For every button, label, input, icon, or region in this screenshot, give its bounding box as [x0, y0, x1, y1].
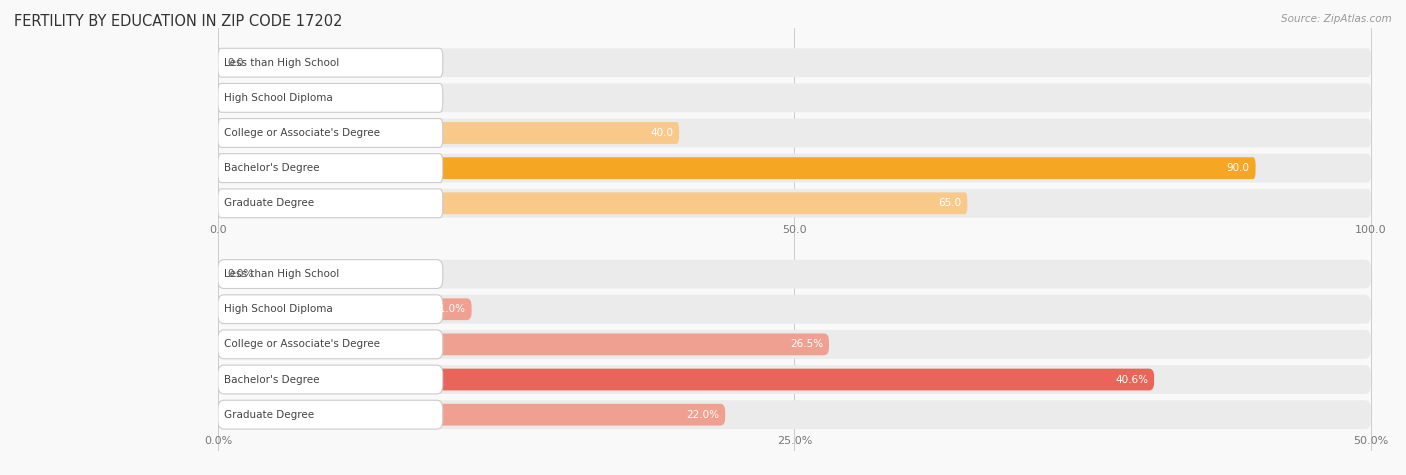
- Text: 26.5%: 26.5%: [790, 339, 824, 350]
- FancyBboxPatch shape: [218, 404, 725, 426]
- FancyBboxPatch shape: [218, 260, 443, 288]
- Text: 0.0: 0.0: [228, 57, 243, 68]
- Text: FERTILITY BY EDUCATION IN ZIP CODE 17202: FERTILITY BY EDUCATION IN ZIP CODE 17202: [14, 14, 343, 29]
- FancyBboxPatch shape: [218, 84, 443, 112]
- FancyBboxPatch shape: [218, 87, 437, 109]
- FancyBboxPatch shape: [218, 48, 443, 77]
- Text: College or Associate's Degree: College or Associate's Degree: [224, 339, 380, 350]
- Text: 65.0: 65.0: [938, 198, 962, 209]
- FancyBboxPatch shape: [218, 192, 967, 214]
- FancyBboxPatch shape: [218, 369, 1154, 390]
- FancyBboxPatch shape: [218, 365, 443, 394]
- Text: Bachelor's Degree: Bachelor's Degree: [224, 163, 319, 173]
- Text: Graduate Degree: Graduate Degree: [224, 198, 314, 209]
- FancyBboxPatch shape: [218, 154, 1371, 182]
- Text: High School Diploma: High School Diploma: [224, 93, 332, 103]
- FancyBboxPatch shape: [218, 330, 1371, 359]
- Text: College or Associate's Degree: College or Associate's Degree: [224, 128, 380, 138]
- Text: 11.0%: 11.0%: [433, 304, 465, 314]
- FancyBboxPatch shape: [218, 333, 830, 355]
- FancyBboxPatch shape: [218, 84, 1371, 112]
- Text: Less than High School: Less than High School: [224, 269, 339, 279]
- Text: 19.0: 19.0: [408, 93, 432, 103]
- Text: 0.0%: 0.0%: [228, 269, 253, 279]
- FancyBboxPatch shape: [218, 48, 1371, 77]
- Text: Source: ZipAtlas.com: Source: ZipAtlas.com: [1281, 14, 1392, 24]
- FancyBboxPatch shape: [218, 365, 1371, 394]
- Text: Graduate Degree: Graduate Degree: [224, 409, 314, 420]
- FancyBboxPatch shape: [218, 295, 443, 323]
- FancyBboxPatch shape: [218, 189, 443, 218]
- Text: Less than High School: Less than High School: [224, 57, 339, 68]
- FancyBboxPatch shape: [218, 260, 1371, 288]
- FancyBboxPatch shape: [218, 119, 443, 147]
- FancyBboxPatch shape: [218, 189, 1371, 218]
- FancyBboxPatch shape: [218, 157, 1256, 179]
- FancyBboxPatch shape: [218, 330, 443, 359]
- FancyBboxPatch shape: [218, 295, 1371, 323]
- Text: 40.0: 40.0: [651, 128, 673, 138]
- FancyBboxPatch shape: [218, 154, 443, 182]
- FancyBboxPatch shape: [218, 122, 679, 144]
- FancyBboxPatch shape: [218, 119, 1371, 147]
- Text: 90.0: 90.0: [1227, 163, 1250, 173]
- Text: High School Diploma: High School Diploma: [224, 304, 332, 314]
- Text: 40.6%: 40.6%: [1115, 374, 1149, 385]
- FancyBboxPatch shape: [218, 400, 443, 429]
- Text: 22.0%: 22.0%: [686, 409, 720, 420]
- FancyBboxPatch shape: [218, 400, 1371, 429]
- Text: Bachelor's Degree: Bachelor's Degree: [224, 374, 319, 385]
- FancyBboxPatch shape: [218, 298, 471, 320]
